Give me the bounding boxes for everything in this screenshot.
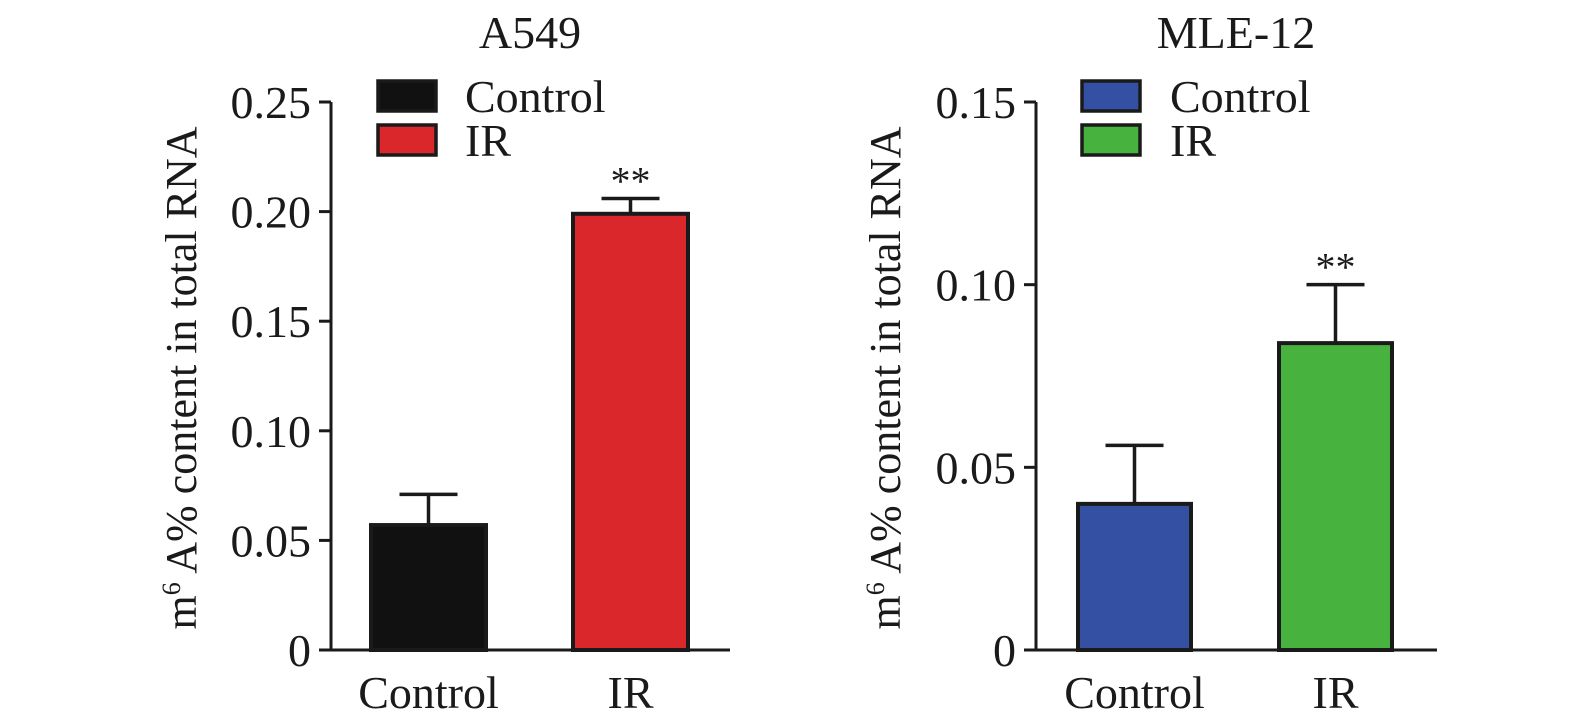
x-tick-label: Control (1064, 667, 1205, 718)
y-tick-label: 0.10 (936, 260, 1017, 311)
y-axis-label: m6 A% content in total RNA (157, 126, 206, 629)
y-axis-label-prefix: m (157, 595, 206, 629)
bar-ir (571, 211, 690, 653)
y-tick-label: 0.05 (231, 515, 312, 566)
x-tick-label: IR (1313, 667, 1359, 718)
legend-label: Control (465, 71, 606, 122)
legend-label: Control (1170, 71, 1311, 122)
panel-mle12: MLE-12 m6 A% content in total RNA 0 0.05 0.1… (861, 7, 1437, 718)
chart-title: A549 (479, 7, 581, 58)
y-axis-label-superscript: 6 (157, 582, 186, 595)
legend-swatch-ir (1080, 123, 1142, 157)
legend-swatch-control (1080, 79, 1142, 113)
chart-title: MLE-12 (1157, 7, 1315, 58)
y-tick-label: 0.05 (936, 442, 1017, 493)
y-axis-label-superscript: 6 (861, 582, 890, 595)
y-axis-label-text: A% content in total RNA (861, 126, 910, 582)
y-axis-label: m6 A% content in total RNA (861, 126, 910, 629)
y-axis-label-prefix: m (861, 595, 910, 629)
y-tick-label: 0.20 (231, 187, 312, 238)
y-tick-label: 0 (993, 625, 1016, 676)
y-tick-label: 0 (288, 625, 311, 676)
legend-swatch-control (376, 79, 438, 113)
legend-label: IR (1170, 115, 1216, 166)
y-tick-label: 0.15 (936, 77, 1017, 128)
significance-marker: ** (611, 158, 651, 203)
legend-label: IR (465, 115, 511, 166)
bar-control (1076, 501, 1193, 652)
y-tick-label: 0.15 (231, 296, 312, 347)
bar-control (369, 523, 488, 653)
x-tick-label: IR (608, 667, 654, 718)
x-tick-label: Control (358, 667, 499, 718)
y-tick-label: 0.25 (231, 77, 312, 128)
y-tick-label: 0.10 (231, 406, 312, 457)
significance-marker: ** (1316, 245, 1356, 290)
bar-ir (1277, 341, 1394, 652)
legend-swatch-ir (376, 123, 438, 157)
panel-a549: A549 m6 A% content in total RNA 0 0.05 0.10 0… (157, 7, 730, 718)
y-axis-label-text: A% content in total RNA (157, 126, 206, 582)
